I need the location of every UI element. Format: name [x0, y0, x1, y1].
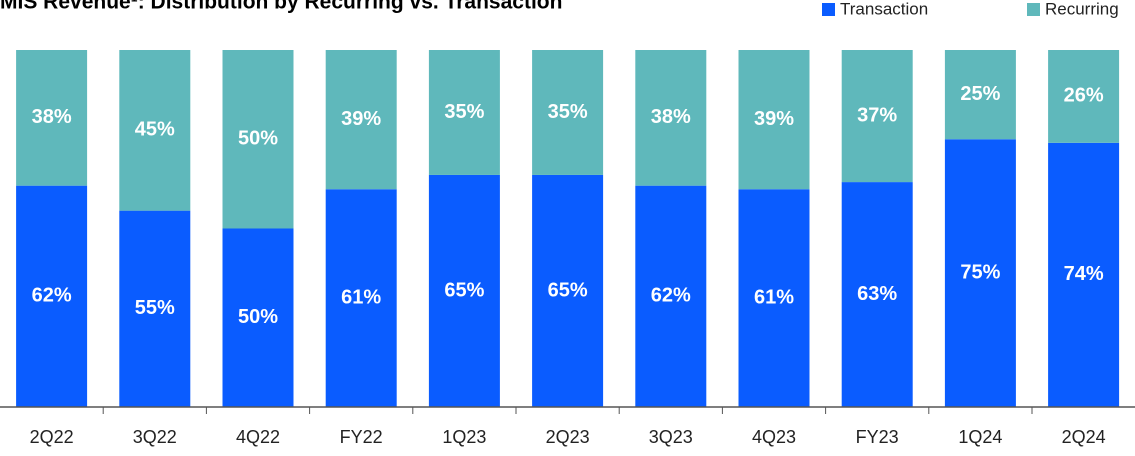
x-tick-label: 2Q22: [30, 427, 74, 447]
data-label: 55%: [135, 297, 175, 319]
bar-segment: [738, 189, 810, 407]
bar-segment: [841, 50, 913, 183]
bar-segment: [1048, 50, 1120, 143]
legend-label: Recurring: [1045, 0, 1119, 18]
data-label: 50%: [238, 128, 278, 150]
data-label: 50%: [238, 306, 278, 328]
data-label: 37%: [857, 104, 897, 126]
data-label: 45%: [135, 119, 175, 141]
x-tick-label: FY23: [856, 427, 899, 447]
bar-segment: [222, 50, 294, 229]
bar-segment: [635, 50, 707, 186]
bar-segment: [16, 185, 88, 407]
x-tick-label: 3Q23: [649, 427, 693, 447]
data-label: 65%: [548, 279, 588, 301]
x-tick-label: 1Q24: [958, 427, 1002, 447]
x-tick-label: 2Q24: [1062, 427, 1106, 447]
bar-segment: [325, 50, 397, 190]
data-label: 61%: [341, 286, 381, 308]
x-tick-label: 4Q22: [236, 427, 280, 447]
data-label: 61%: [754, 286, 794, 308]
data-label: 63%: [857, 283, 897, 305]
legend-swatch: [1027, 3, 1040, 16]
legend-label: Transaction: [840, 0, 928, 18]
bar-segment: [944, 50, 1016, 140]
bar-segment: [1048, 142, 1120, 407]
data-label: 62%: [32, 285, 72, 307]
bar-segment: [635, 185, 707, 407]
bar-segment: [944, 139, 1016, 407]
data-label: 39%: [754, 108, 794, 130]
x-tick-label: 4Q23: [752, 427, 796, 447]
bar-segment: [222, 228, 294, 407]
data-label: 75%: [960, 261, 1000, 283]
bar-segment: [16, 50, 88, 186]
data-label: 62%: [651, 285, 691, 307]
data-label: 39%: [341, 108, 381, 130]
data-label: 35%: [548, 101, 588, 123]
data-label: 38%: [651, 106, 691, 128]
x-tick-label: 2Q23: [546, 427, 590, 447]
bar-segment: [119, 210, 191, 407]
bar-segment: [428, 50, 500, 175]
chart-title: MIS Revenue¹: Distribution by Recurring …: [0, 0, 562, 14]
bar-segment: [532, 174, 604, 407]
data-label: 74%: [1064, 263, 1104, 285]
data-label: 38%: [32, 106, 72, 128]
data-label: 35%: [444, 101, 484, 123]
bar-segment: [325, 189, 397, 407]
bar-segment: [428, 174, 500, 407]
data-label: 26%: [1064, 85, 1104, 107]
x-tick-label: FY22: [340, 427, 383, 447]
bar-segment: [841, 182, 913, 407]
x-tick-label: 1Q23: [442, 427, 486, 447]
legend-swatch: [822, 3, 835, 16]
data-label: 25%: [960, 83, 1000, 105]
x-tick-label: 3Q22: [133, 427, 177, 447]
data-label: 65%: [444, 279, 484, 301]
bar-segment: [532, 50, 604, 175]
bar-segment: [738, 50, 810, 190]
bar-segment: [119, 50, 191, 211]
